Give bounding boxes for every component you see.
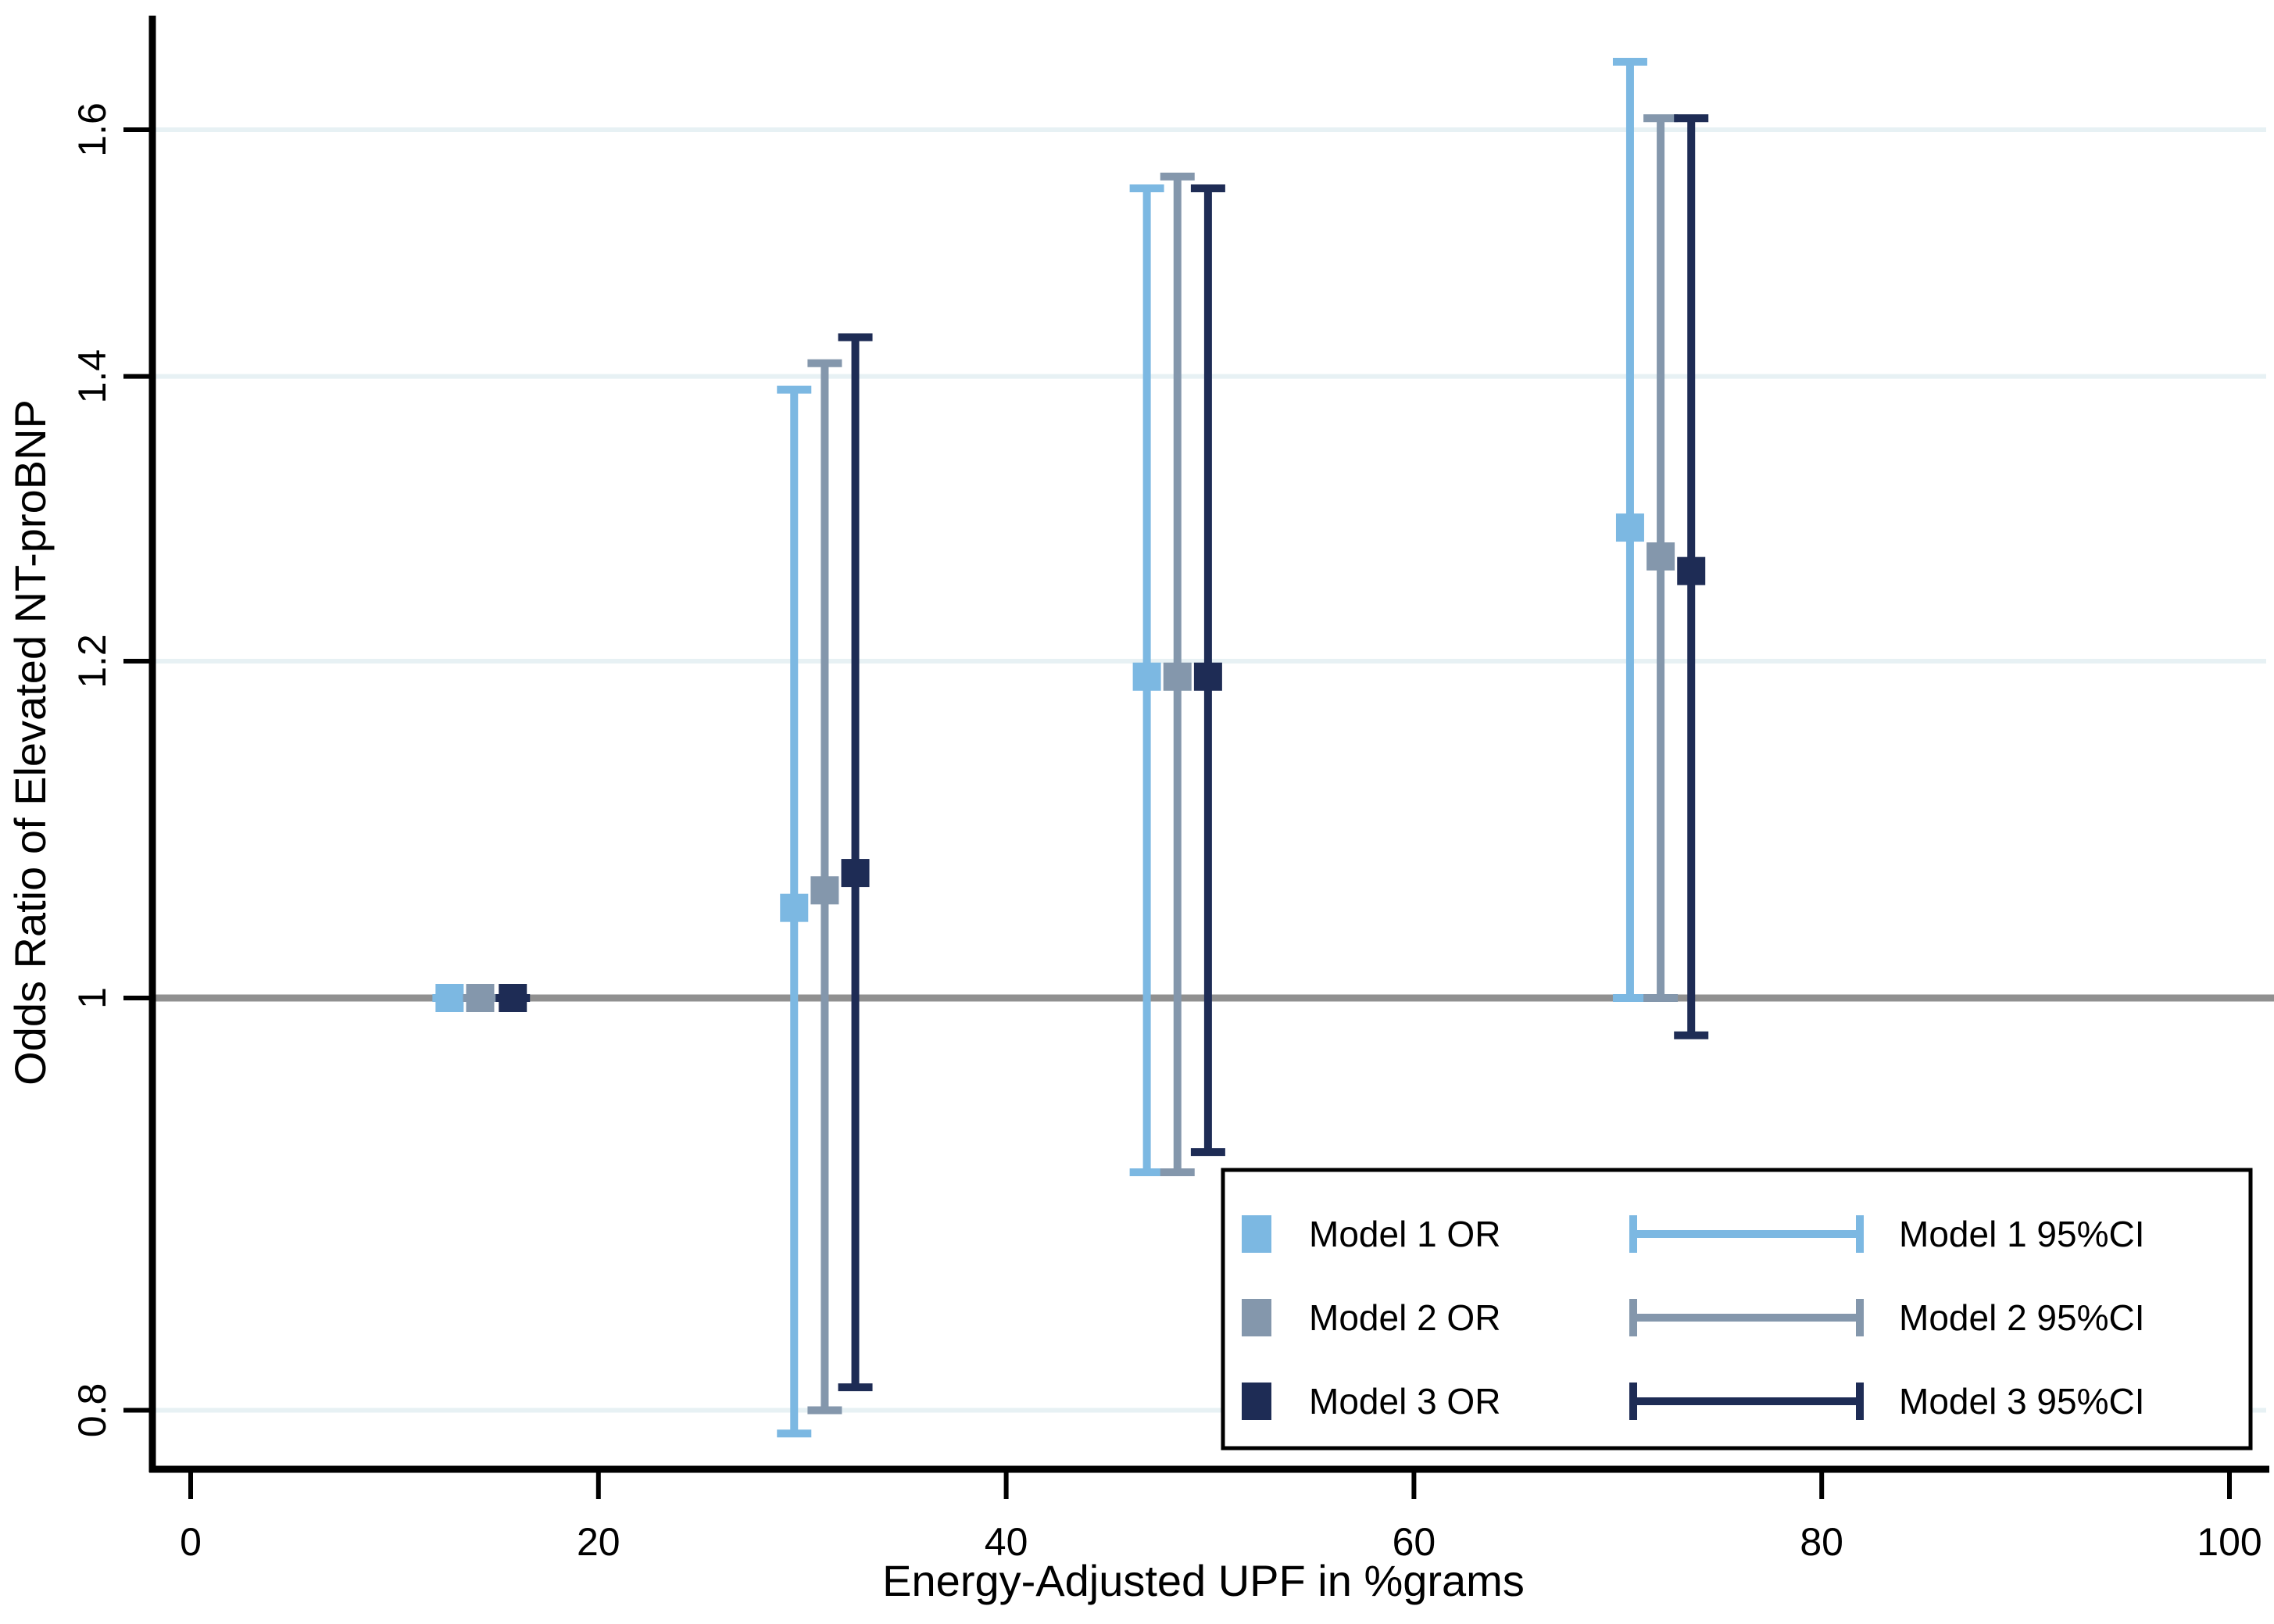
or-marker	[1647, 542, 1675, 571]
y-tick-label: 0.8	[70, 1383, 114, 1438]
x-tick-label: 40	[985, 1520, 1028, 1564]
x-tick-label: 100	[2197, 1520, 2261, 1564]
legend-or-swatch	[1242, 1299, 1271, 1336]
series-model-3	[495, 114, 1709, 1392]
legend-or-swatch	[1242, 1383, 1271, 1420]
x-tick-label: 60	[1393, 1520, 1436, 1564]
x-tick-label: 20	[577, 1520, 620, 1564]
legend-ci-label: Model 1 95%CI	[1899, 1214, 2145, 1254]
legend-or-label: Model 3 OR	[1309, 1381, 1500, 1422]
y-axis-title: Odds Ratio of Elevated NT-proBNP	[5, 399, 55, 1086]
or-marker	[1132, 662, 1161, 691]
legend: Model 1 OR Model 1 95%CI Model 2 OR Model 2…	[1221, 1168, 2253, 1451]
series-model-2	[463, 114, 1679, 1415]
or-marker	[841, 859, 870, 888]
y-tick-label: 1	[70, 987, 114, 1009]
axes-layer: 0.8 1 1.2 1.4 1.6 0 20 40 60 80 100	[70, 16, 2269, 1564]
series-model-1	[432, 57, 1647, 1438]
or-marker	[780, 893, 809, 922]
or-marker	[466, 984, 495, 1012]
or-marker	[1193, 662, 1222, 691]
legend-ci-label: Model 2 95%CI	[1899, 1297, 2145, 1338]
or-marker	[810, 876, 839, 905]
legend-ci-label: Model 3 95%CI	[1899, 1381, 2145, 1422]
x-tick-label: 0	[180, 1520, 202, 1564]
or-marker	[435, 984, 464, 1012]
series-layer	[432, 57, 1709, 1438]
legend-or-swatch	[1242, 1215, 1271, 1253]
x-tick-label: 80	[1800, 1520, 1843, 1564]
or-marker	[499, 984, 527, 1012]
or-marker	[1163, 662, 1192, 691]
y-tick-label: 1.4	[70, 349, 114, 404]
or-marker	[1615, 513, 1644, 542]
y-tick-label: 1.2	[70, 634, 114, 689]
y-tick-label: 1.6	[70, 102, 114, 157]
x-axis-title: Energy-Adjusted UPF in %grams	[882, 1556, 1525, 1605]
legend-or-label: Model 1 OR	[1309, 1214, 1500, 1254]
legend-or-label: Model 2 OR	[1309, 1297, 1500, 1338]
or-marker	[1677, 556, 1706, 585]
